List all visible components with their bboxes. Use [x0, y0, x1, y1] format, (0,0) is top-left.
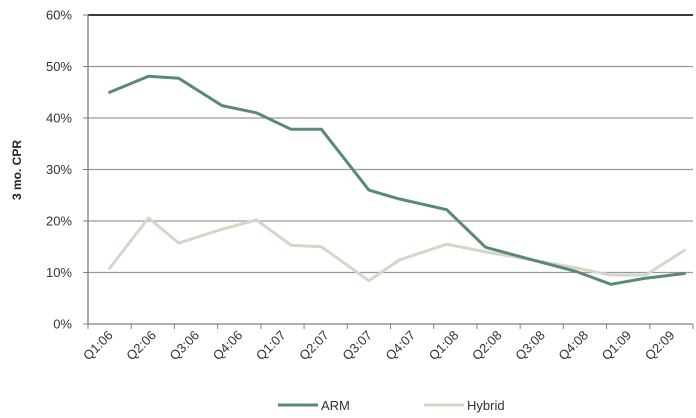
series-line-arm [108, 74, 686, 286]
legend: ARM Hybrid [278, 398, 505, 413]
series-line-hybrid [108, 216, 686, 283]
gridlines [83, 14, 693, 325]
x-tick-label: Q2:06 [123, 328, 159, 364]
x-tick-label: Q1:09 [599, 328, 635, 364]
series-lines [108, 74, 686, 286]
x-tick-label: Q4:08 [555, 328, 591, 364]
y-tick-label: 10% [46, 265, 72, 280]
x-tick-label: Q2:08 [469, 328, 505, 364]
axes [87, 15, 694, 329]
y-tick-label: 60% [46, 8, 72, 23]
x-tick-label: Q1:08 [426, 328, 462, 364]
x-tick-label: Q2:09 [642, 328, 678, 364]
y-tick-label: 40% [46, 111, 72, 126]
y-tick-labels: 0% 10% 20% 30% 40% 50% 60% [46, 8, 72, 332]
y-tick-label: 30% [46, 162, 72, 177]
y-tick-label: 0% [53, 317, 72, 332]
legend-label-hybrid: Hybrid [467, 398, 505, 413]
x-tick-label: Q4:06 [210, 328, 246, 364]
legend-label-arm: ARM [321, 398, 350, 413]
x-tick-label: Q1:06 [80, 328, 116, 364]
y-tick-label: 20% [46, 214, 72, 229]
x-tick-labels: Q1:06 Q2:06 Q3:06 Q4:06 Q1:07 Q2:07 Q3:07 Q4:07… [80, 328, 677, 364]
y-tick-label: 50% [46, 59, 72, 74]
x-tick-label: Q3:06 [167, 328, 203, 364]
x-tick-label: Q4:07 [383, 328, 419, 364]
x-tick-label: Q1:07 [253, 328, 289, 364]
x-tick-label: Q3:08 [512, 328, 548, 364]
x-tick-label: Q3:07 [339, 328, 375, 364]
x-tick-label: Q2:07 [296, 328, 332, 364]
y-axis-title: 3 mo. CPR [10, 140, 24, 200]
